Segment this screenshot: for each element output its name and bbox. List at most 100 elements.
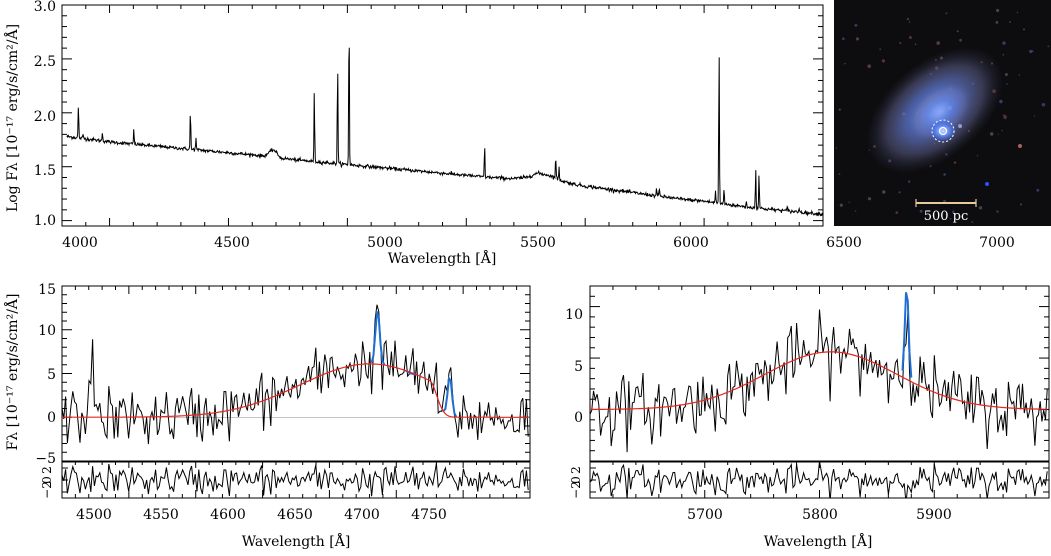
br-x-tick-label: 5800	[802, 507, 838, 523]
br-y-tick-label: 0	[574, 410, 583, 426]
bl-y-axis-label: Fλ [10⁻¹⁷ erg/s/cm²/Å]	[3, 294, 21, 451]
background-star	[867, 64, 871, 68]
bl-y-tick-label: 0	[47, 410, 56, 426]
background-star	[1020, 203, 1022, 206]
background-star	[943, 199, 946, 203]
background-star	[908, 180, 911, 183]
top-x-axis-label: Wavelength [Å]	[388, 249, 497, 267]
bl-residual-tick-label: 0	[40, 476, 54, 484]
background-star	[953, 161, 957, 164]
bl-x-tick-label: 4600	[210, 507, 246, 523]
blue-bump-ticks	[61, 285, 531, 498]
br-x-tick-label: 5900	[916, 507, 952, 523]
aperture-inner-circle	[938, 126, 948, 136]
background-star	[1033, 115, 1036, 117]
background-star	[881, 59, 886, 63]
background-star	[951, 210, 955, 214]
full-spectrum-ticks	[61, 4, 824, 226]
background-star	[1029, 49, 1033, 54]
background-star	[1041, 103, 1046, 107]
background-star	[936, 41, 940, 45]
br-y-tick-label: 10	[565, 307, 583, 323]
background-star	[1002, 54, 1005, 56]
blue-bump-gaussian-fit-series	[62, 363, 529, 418]
top-x-tick-label: 4000	[62, 235, 98, 251]
background-star	[989, 132, 994, 136]
background-star	[879, 48, 881, 50]
background-star	[908, 36, 912, 39]
background-star	[835, 147, 838, 149]
scale-bar-label: 500 pc	[924, 209, 969, 224]
top-x-tick-label: 6500	[826, 235, 862, 251]
top-y-tick-label: 2.5	[34, 54, 56, 70]
top-y-tick-label: 3.0	[34, 0, 56, 15]
background-star	[996, 8, 1000, 13]
background-star	[1003, 114, 1005, 116]
background-star	[908, 21, 911, 23]
br-x-tick-label: 5700	[687, 507, 723, 523]
full-spectrum-series	[66, 47, 823, 217]
full-spectrum-panel: 4000 4500 5000 5500 6000 6500 7000 1.0 1…	[3, 0, 1015, 267]
background-star	[945, 12, 948, 15]
background-star	[867, 197, 872, 201]
background-star	[838, 173, 841, 175]
top-y-tick-label: 1.0	[34, 213, 56, 229]
background-star	[895, 211, 899, 214]
top-x-tick-label: 7000	[979, 235, 1015, 251]
red-bump-line-fit-series	[901, 292, 913, 378]
background-star	[842, 37, 845, 40]
background-star	[1003, 115, 1007, 119]
background-star	[995, 21, 999, 24]
background-star	[839, 203, 843, 207]
top-x-tick-label: 5000	[367, 235, 403, 251]
background-star	[949, 218, 952, 220]
background-star	[978, 206, 983, 210]
background-star	[854, 24, 858, 27]
aperture-outer-circle	[931, 119, 955, 143]
red-bump-data-series	[590, 309, 1048, 453]
bl-y-tick-label: 10	[38, 323, 56, 339]
background-star	[919, 209, 923, 213]
background-star	[1016, 11, 1019, 14]
top-y-tick-label: 2.0	[34, 109, 56, 125]
background-star	[1023, 28, 1025, 31]
bl-x-axis-label: Wavelength [Å]	[242, 532, 351, 550]
background-star	[898, 191, 901, 194]
background-star	[959, 38, 962, 42]
bright-star	[1018, 144, 1022, 148]
top-x-tick-label: 5500	[520, 235, 556, 251]
background-star	[1001, 129, 1003, 132]
background-star	[906, 18, 910, 21]
background-star	[956, 30, 959, 33]
top-y-axis-label: Log Fλ [10⁻¹⁷ erg/s/cm²/Å]	[3, 24, 21, 212]
background-star	[855, 37, 860, 41]
galaxy-image-inset: 500 pc	[834, 0, 1051, 226]
bl-x-tick-label: 4700	[344, 507, 380, 523]
blue-bump-frame	[61, 285, 531, 462]
background-star	[943, 173, 946, 176]
background-star	[1036, 188, 1040, 192]
star-forming-knot	[929, 120, 957, 142]
br-residual-tick-label: 2	[569, 466, 583, 474]
br-x-axis-label: Wavelength [Å]	[764, 532, 873, 550]
top-x-tick-label: 6000	[673, 235, 709, 251]
br-residual-tick-label: −2	[569, 481, 583, 499]
bl-x-tick-label: 4750	[411, 507, 447, 523]
background-star	[1018, 74, 1020, 76]
background-star	[854, 210, 857, 212]
background-star	[999, 99, 1003, 104]
bl-x-tick-label: 4550	[143, 507, 179, 523]
background-star	[1004, 73, 1008, 76]
bl-y-tick-label: −5	[35, 451, 56, 467]
br-y-tick-label: 5	[574, 359, 583, 375]
top-y-tick-label: 1.5	[34, 163, 56, 179]
bl-x-tick-label: 4650	[277, 507, 313, 523]
bl-y-tick-label: 15	[38, 282, 56, 298]
background-star	[971, 221, 974, 224]
bl-residual-tick-label: 2	[40, 466, 54, 474]
background-star	[997, 133, 999, 135]
red-bump-panel: 5700 5800 5900 0 5 10 2 0 −2 Wavelength …	[565, 285, 1050, 550]
background-star	[1009, 21, 1011, 23]
top-x-tick-label: 4500	[214, 235, 250, 251]
background-star	[1047, 45, 1050, 48]
